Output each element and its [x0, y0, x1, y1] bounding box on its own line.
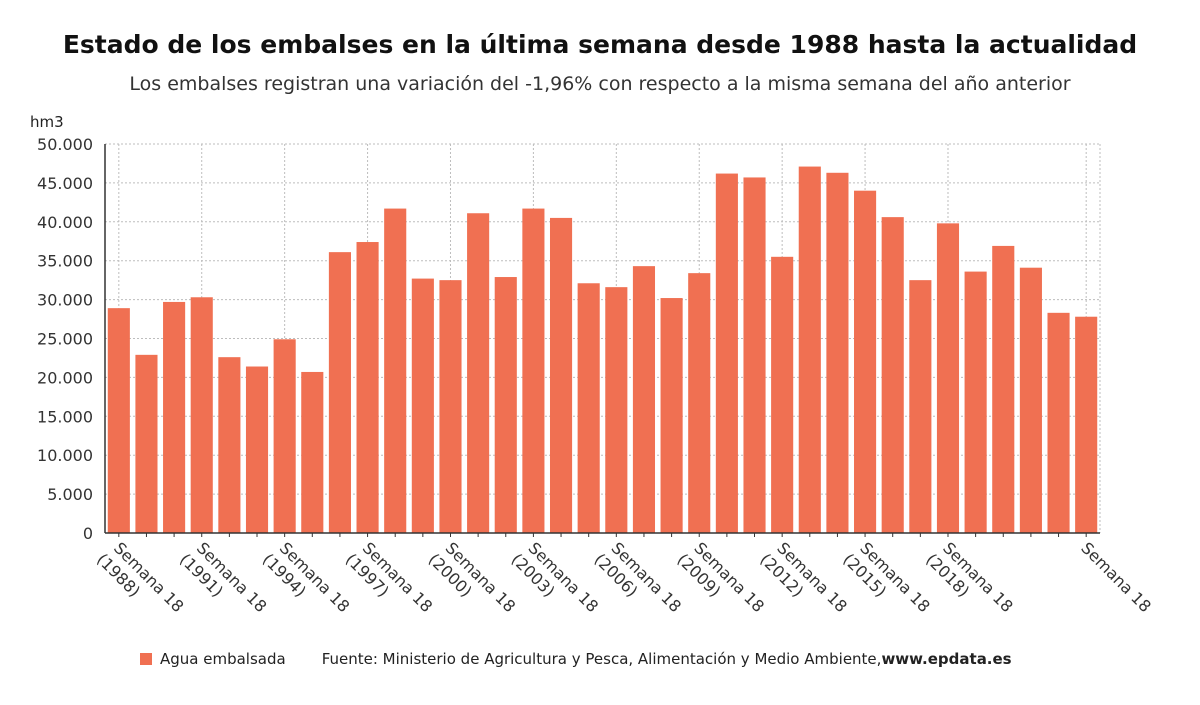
bar — [245, 366, 269, 533]
bar — [798, 166, 821, 533]
y-tick-label: 20.000 — [37, 368, 93, 387]
bar — [715, 173, 738, 533]
bar — [632, 266, 656, 533]
legend-label: Agua embalsada — [160, 650, 286, 668]
y-tick-label: 45.000 — [37, 174, 93, 193]
x-tick-label: Semana 18(2015) — [839, 536, 934, 631]
y-tick-label: 35.000 — [37, 252, 93, 271]
bar — [854, 190, 877, 533]
bar — [688, 273, 711, 533]
x-tick-label: Semana 18(2009) — [673, 536, 768, 631]
chart-subtitle: Los embalses registran una variación del… — [129, 73, 1071, 95]
y-tick-label: 25.000 — [37, 330, 93, 349]
legend: Agua embalsada Fuente: Ministerio de Agr… — [140, 650, 1012, 668]
bar — [328, 252, 351, 533]
bar — [439, 280, 462, 533]
bar — [881, 217, 904, 533]
bar — [522, 208, 545, 533]
y-tick-label: 40.000 — [37, 213, 93, 232]
bar — [771, 256, 794, 533]
bar-chart: 0 5.000 10.000 15.000 20.000 25.000 30.000 35.0… — [30, 113, 1155, 631]
x-tick-label: Semana 18(2006) — [591, 536, 686, 631]
bar — [992, 245, 1015, 533]
y-tick-label: 5.000 — [47, 485, 93, 504]
bar — [135, 354, 158, 533]
y-tick-label: 0 — [83, 524, 93, 543]
bar — [909, 280, 932, 533]
bar — [826, 172, 849, 533]
bar — [605, 287, 628, 533]
bar — [549, 217, 573, 533]
bar — [384, 208, 407, 533]
bar — [190, 297, 213, 533]
bar — [411, 278, 434, 533]
bar — [660, 298, 683, 533]
bar — [356, 242, 379, 533]
y-axis-label: hm3 — [30, 113, 64, 131]
y-tick-label: 50.000 — [37, 135, 93, 154]
bar — [936, 223, 960, 533]
y-tick-label: 10.000 — [37, 446, 93, 465]
y-tick-label: 30.000 — [37, 291, 93, 310]
x-tick-label: Semana 18(2000) — [425, 536, 520, 631]
x-tick-label: Semana 18(2018) — [922, 536, 1017, 631]
bar — [743, 177, 766, 533]
bar — [467, 213, 490, 533]
bar — [301, 371, 324, 533]
legend-swatch — [140, 653, 152, 665]
bar — [107, 308, 130, 533]
x-tick-label: Semana 18(1991) — [176, 536, 271, 631]
x-tick-label: Semana 18(1997) — [342, 536, 437, 631]
bar — [163, 301, 186, 533]
bar — [1019, 267, 1042, 533]
x-tick-label: Semana 18 — [1077, 538, 1155, 616]
bar — [964, 271, 987, 533]
chart-title: Estado de los embalses en la última sema… — [62, 30, 1138, 59]
bars — [107, 166, 1098, 533]
bar — [1047, 312, 1070, 533]
bar — [218, 357, 241, 533]
bar — [494, 277, 517, 533]
y-tick-label: 15.000 — [37, 407, 93, 426]
bar — [273, 339, 296, 533]
x-tick-label: Semana 18(1988) — [93, 536, 188, 631]
bar — [577, 283, 600, 533]
x-tick-label: Semana 18(2012) — [756, 536, 851, 631]
x-tick-label: Semana 18(1994) — [259, 536, 354, 631]
x-tick-label: Semana 18(2003) — [508, 536, 603, 631]
source-link[interactable]: www.epdata.es — [881, 650, 1012, 668]
source-text: Fuente: Ministerio de Agricultura y Pesc… — [321, 650, 882, 668]
bar — [1075, 316, 1098, 533]
